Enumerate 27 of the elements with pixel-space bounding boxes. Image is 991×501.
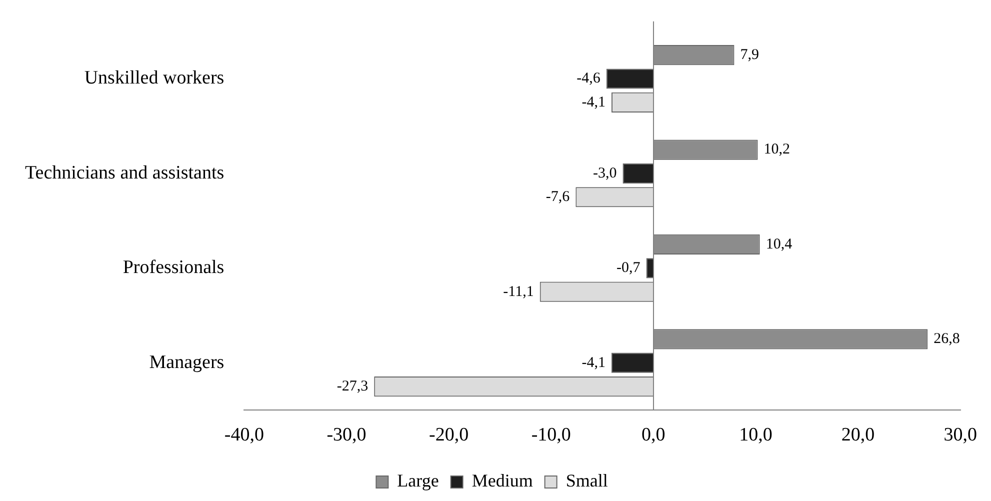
y-tick-label: Managers (149, 352, 224, 373)
data-label: -3,0 (592, 165, 617, 182)
y-tick-label: Technicians and assistants (24, 162, 224, 184)
x-tick-label: 0,0 (642, 424, 666, 446)
x-tick-label: -20,0 (429, 424, 469, 446)
data-label: -4,6 (576, 70, 601, 87)
data-label: 7,9 (740, 47, 760, 64)
x-tick-label: -40,0 (224, 424, 264, 446)
data-label: -4,1 (582, 94, 606, 110)
data-label: 26,8 (934, 331, 960, 348)
x-tick-label: -30,0 (326, 424, 366, 446)
x-tick-label: 30,0 (944, 424, 977, 446)
data-label: -7,6 (546, 189, 570, 206)
legend-label: Small (566, 470, 608, 491)
x-tick-label: -10,0 (531, 424, 571, 446)
data-label: -11,1 (503, 284, 534, 300)
x-tick-label: 20,0 (841, 424, 875, 446)
data-label: -27,3 (336, 378, 368, 394)
x-tick-label: 10,0 (739, 424, 772, 446)
legend-label: Large (397, 470, 439, 491)
data-label: 10,2 (764, 142, 790, 158)
y-tick-label: Unskilled workers (84, 68, 224, 89)
data-label: -0,7 (616, 260, 641, 276)
data-label: -4,1 (582, 354, 606, 371)
legend-label: Medium (472, 470, 533, 491)
data-label: 10,4 (766, 236, 793, 252)
y-tick-label: Professionals (122, 257, 224, 278)
